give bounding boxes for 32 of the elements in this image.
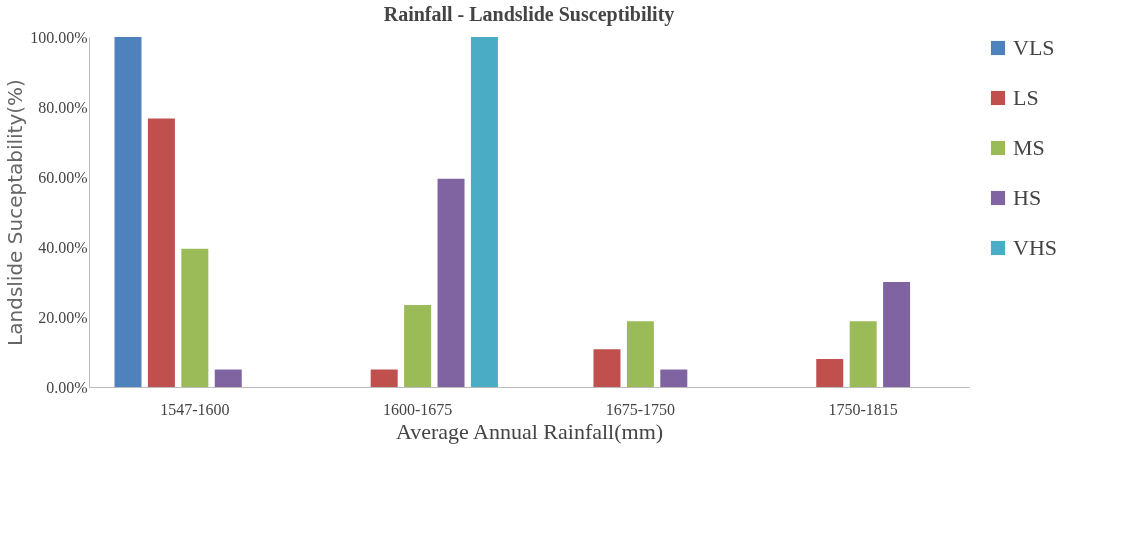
x-axis-title: Average Annual Rainfall(mm) bbox=[395, 418, 664, 444]
bar bbox=[626, 321, 654, 387]
bar bbox=[470, 37, 498, 387]
y-tick-label: 60.00% bbox=[38, 168, 88, 186]
y-tick-label: 40.00% bbox=[38, 238, 88, 256]
bar bbox=[593, 349, 621, 387]
bar bbox=[181, 248, 209, 387]
y-tick-label: 80.00% bbox=[38, 98, 88, 116]
bar bbox=[660, 369, 688, 387]
x-tick-label: 1750-1815 bbox=[828, 400, 898, 418]
y-tick-label: 100.00% bbox=[30, 28, 88, 46]
legend-label: LS bbox=[1013, 85, 1039, 110]
legend-label: HS bbox=[1013, 185, 1042, 210]
x-tick-label: 1547-1600 bbox=[160, 400, 230, 418]
bar bbox=[816, 359, 844, 387]
legend-label: VLS bbox=[1013, 35, 1055, 60]
bar bbox=[114, 37, 142, 387]
legend-label: VHS bbox=[1013, 235, 1058, 260]
x-tick-label: 1600-1675 bbox=[382, 400, 453, 418]
bar bbox=[404, 305, 432, 387]
bar bbox=[370, 369, 398, 387]
bar bbox=[883, 282, 911, 387]
chart-title: Rainfall - Landslide Susceptibility bbox=[383, 3, 675, 26]
legend-label: MS bbox=[1013, 135, 1045, 160]
bar bbox=[437, 178, 465, 387]
y-tick-label: 0.00% bbox=[46, 378, 88, 396]
y-axis-title: Landslide Suceptability(%) bbox=[3, 79, 28, 346]
bar bbox=[147, 118, 175, 387]
y-tick-label: 20.00% bbox=[38, 308, 88, 326]
bar bbox=[214, 369, 242, 387]
bar bbox=[849, 321, 877, 387]
x-tick-label: 1675-1750 bbox=[605, 400, 676, 418]
